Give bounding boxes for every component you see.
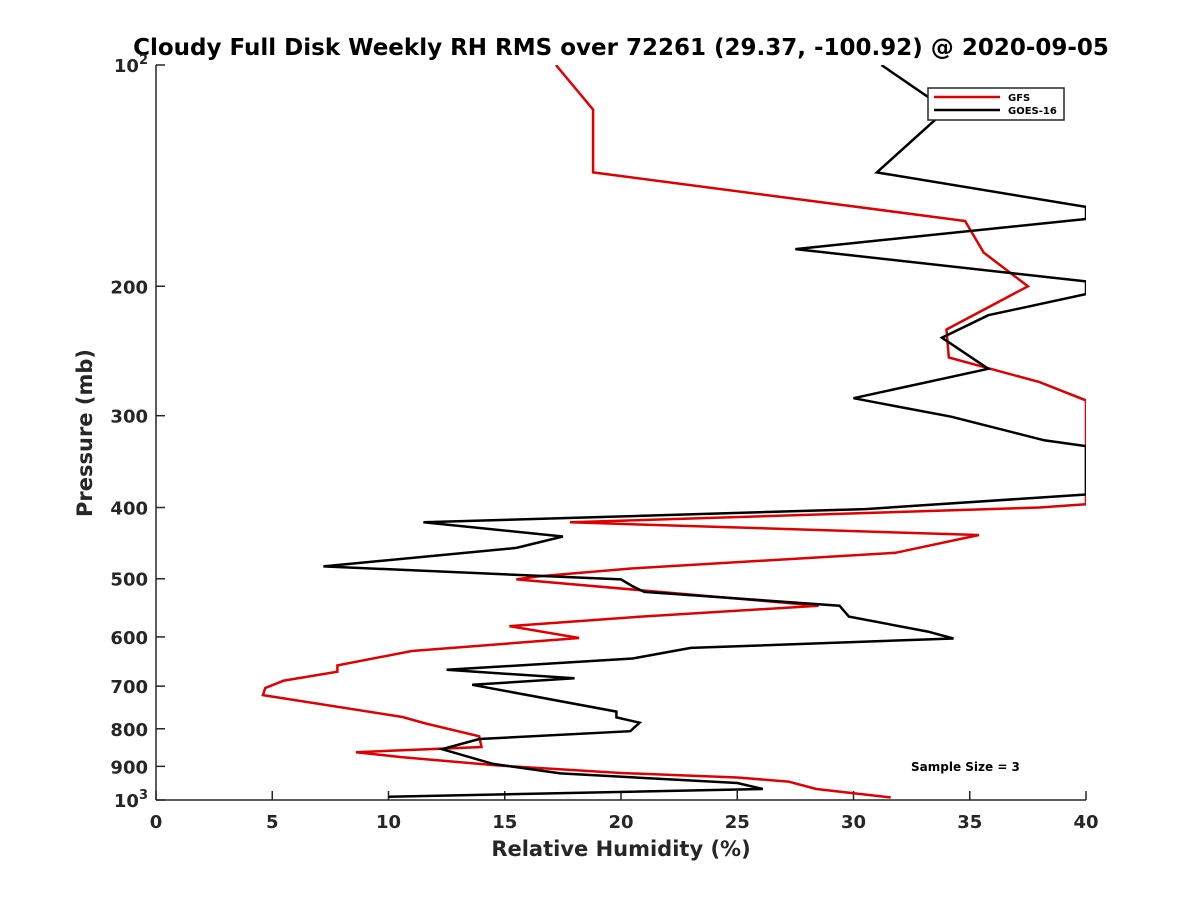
x-axis-label: Relative Humidity (%) — [491, 837, 750, 861]
x-tick-label: 5 — [266, 812, 279, 833]
x-tick-label: 40 — [1073, 812, 1098, 833]
series-group — [261, 65, 1086, 799]
y-tick-label: 800 — [110, 720, 148, 741]
legend-box — [927, 87, 1065, 121]
y-axis: 102 200 300 400 500 600 700 800 900 103 — [110, 53, 165, 812]
x-tick-label: 20 — [608, 812, 633, 833]
series-line-gfs — [261, 65, 1086, 799]
legend-label: GOES-16 — [1008, 106, 1057, 117]
x-tick-label: 25 — [725, 812, 750, 833]
chart-title: Cloudy Full Disk Weekly RH RMS over 7226… — [133, 35, 1109, 61]
y-tick-label: 900 — [110, 757, 148, 778]
legend-label: GFS — [1008, 93, 1030, 104]
y-tick-label: 300 — [110, 407, 148, 428]
sample-size-annotation: Sample Size = 3 — [911, 760, 1020, 774]
x-tick-label: 10 — [376, 812, 401, 833]
x-tick-label: 30 — [841, 812, 866, 833]
series-line-goes-16 — [323, 65, 1086, 799]
legend: GFS GOES-16 — [927, 87, 1065, 121]
x-axis: 0 5 10 15 20 25 30 35 40 — [150, 791, 1099, 833]
y-axis-label: Pressure (mb) — [73, 349, 97, 517]
y-tick-label: 102 — [114, 53, 148, 77]
y-tick-label: 200 — [110, 277, 148, 298]
y-tick-label: 500 — [110, 570, 148, 591]
x-tick-label: 35 — [957, 812, 982, 833]
x-tick-label: 15 — [492, 812, 517, 833]
y-tick-label: 400 — [110, 499, 148, 520]
y-tick-label: 103 — [114, 788, 148, 812]
y-tick-label: 600 — [110, 628, 148, 649]
y-tick-label: 700 — [110, 677, 148, 698]
x-tick-label: 0 — [150, 812, 163, 833]
